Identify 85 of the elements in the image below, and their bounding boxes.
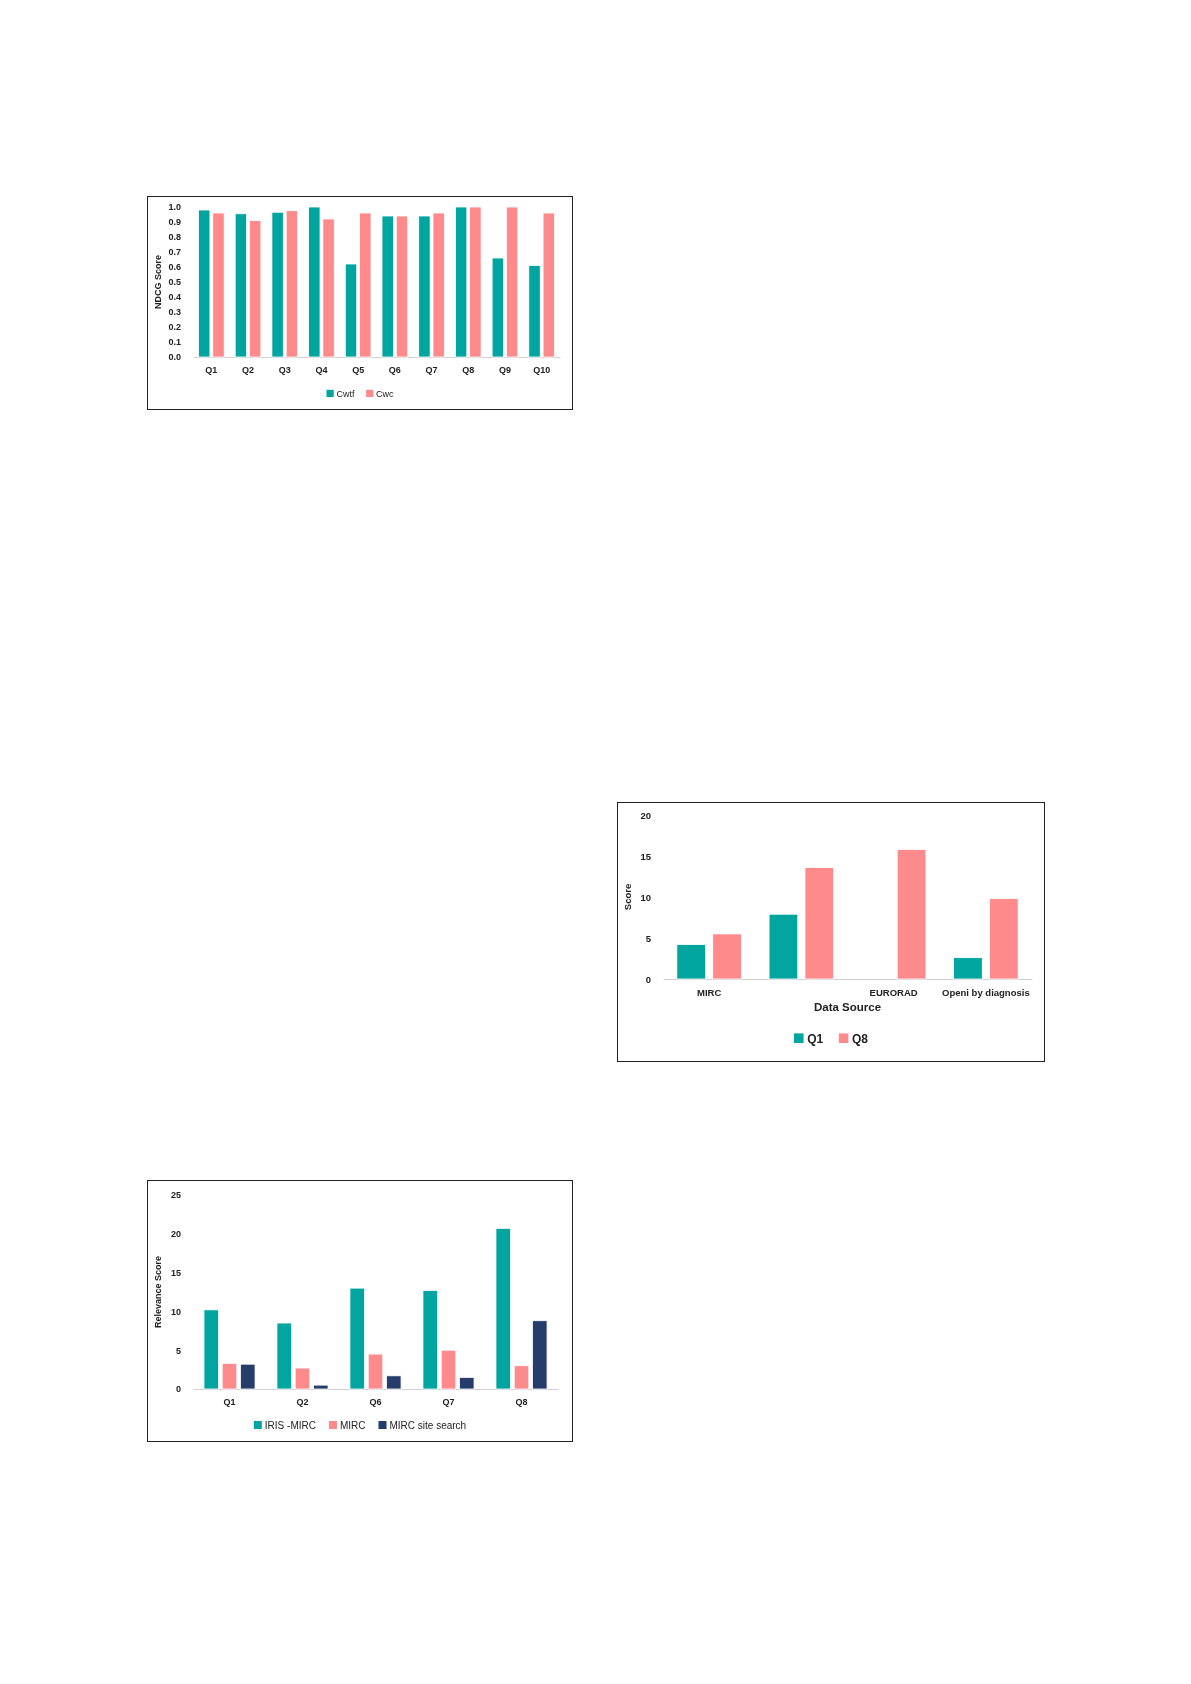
bar — [768, 913, 799, 980]
x-tick-label: Q9 — [498, 365, 511, 376]
x-tick-label: Q4 — [315, 365, 328, 376]
y-tick-label: 0.8 — [168, 232, 181, 243]
bar — [276, 1322, 292, 1390]
legend-label: Q1 — [807, 1032, 824, 1046]
bar — [203, 1309, 219, 1390]
bar — [532, 1320, 548, 1390]
y-tick-label: 0.0 — [168, 352, 181, 363]
bar — [989, 898, 1019, 980]
x-tick-label: Q1 — [205, 365, 218, 376]
y-tick-label: 25 — [170, 1190, 181, 1201]
legend-label: Cwc — [376, 389, 394, 399]
legend-label: Q8 — [852, 1032, 869, 1046]
x-tick-label: Q6 — [388, 365, 401, 376]
y-tick-label: 20 — [640, 809, 651, 821]
y-tick-label: 0.9 — [168, 217, 181, 228]
legend-label: Cwtf — [336, 389, 355, 399]
y-tick-label: 0.1 — [168, 337, 181, 348]
bar — [395, 215, 409, 358]
y-tick-label: 20 — [170, 1229, 181, 1240]
x-tick-label: Q2 — [296, 1397, 309, 1408]
y-tick-label: 10 — [170, 1306, 181, 1317]
x-tick-label: Q2 — [242, 365, 255, 376]
x-tick-label: Q1 — [223, 1397, 236, 1408]
bar — [285, 210, 298, 358]
bar — [505, 206, 519, 358]
x-tick-label: Q7 — [442, 1397, 455, 1408]
bar — [386, 1375, 402, 1390]
y-tick-label: 0.6 — [168, 262, 181, 273]
y-tick-label: 0 — [645, 973, 651, 985]
x-axis-title: Data Source — [813, 1000, 882, 1013]
bar — [712, 933, 742, 980]
y-tick-label: 0.4 — [168, 292, 181, 303]
bar — [221, 1362, 238, 1390]
bar — [459, 1376, 475, 1390]
bar — [513, 1365, 530, 1390]
y-axis-title: Score — [622, 883, 633, 911]
bar — [804, 867, 835, 980]
bar — [495, 1227, 511, 1390]
bar — [294, 1367, 311, 1390]
y-tick-label: 0.2 — [168, 322, 181, 333]
bar — [349, 1287, 365, 1390]
y-tick-label: 5 — [175, 1345, 181, 1356]
x-tick-label: Q8 — [515, 1397, 528, 1408]
x-tick-label: Q8 — [462, 365, 475, 376]
bar — [469, 206, 482, 358]
y-axis-title: NDCG Score — [153, 254, 163, 310]
y-tick-label: 15 — [170, 1267, 181, 1278]
y-tick-label: 1.0 — [168, 202, 181, 213]
bar — [240, 1363, 256, 1390]
y-axis-title: Relevance Score — [153, 1255, 163, 1329]
bar — [359, 212, 372, 358]
bar — [455, 206, 468, 358]
y-tick-label: 15 — [640, 850, 652, 862]
x-tick-label: MIRC — [696, 986, 722, 998]
x-tick-label: Openi by diagnosis — [942, 986, 1030, 998]
legend-label: MIRC — [339, 1420, 366, 1431]
legend-label: IRIS -MIRC — [264, 1420, 316, 1431]
bar — [953, 957, 983, 980]
bar — [422, 1290, 438, 1390]
bar — [440, 1349, 457, 1390]
x-tick-label: Q3 — [278, 365, 291, 376]
bar — [896, 849, 927, 980]
legend-label: MIRC site search — [389, 1420, 467, 1431]
bar — [344, 263, 358, 358]
x-tick-label: Q10 — [533, 365, 551, 376]
y-tick-label: 5 — [645, 932, 652, 944]
x-tick-label: Q6 — [369, 1397, 382, 1408]
bar — [491, 257, 504, 358]
bar — [676, 944, 706, 980]
y-tick-label: 0 — [175, 1384, 181, 1395]
y-tick-label: 0.5 — [168, 277, 181, 288]
y-tick-label: 0.3 — [168, 307, 181, 318]
bar — [249, 220, 262, 358]
y-tick-label: 0.7 — [168, 247, 181, 258]
x-tick-label: EURORAD — [869, 986, 918, 998]
y-tick-label: 10 — [640, 891, 651, 903]
bar — [271, 211, 284, 358]
x-tick-label: Q5 — [352, 365, 365, 376]
bar — [381, 215, 394, 358]
bar — [313, 1384, 329, 1390]
bar — [367, 1353, 384, 1390]
bar — [234, 213, 248, 358]
x-tick-label: Q7 — [425, 365, 438, 376]
